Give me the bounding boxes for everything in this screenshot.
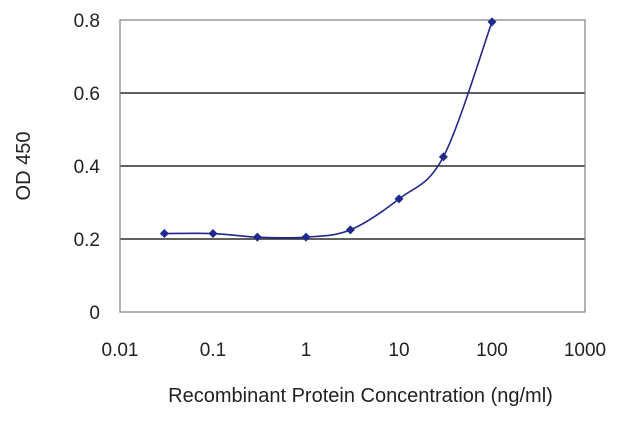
x-axis-title: Recombinant Protein Concentration (ng/ml…: [168, 385, 553, 407]
x-tick-label-4: 100: [476, 340, 508, 361]
data-point-5: [394, 194, 404, 204]
y-tick-label-1: 0.2: [74, 230, 100, 251]
x-tick-label-5: 1000: [564, 340, 606, 361]
data-point-6: [438, 152, 448, 162]
y-tick-label-4: 0.8: [74, 11, 100, 32]
data-point-0: [159, 229, 169, 239]
data-point-3: [301, 232, 311, 242]
data-point-4: [345, 225, 355, 235]
y-tick-label-0: 0: [89, 303, 100, 324]
plot-area-frame: [119, 19, 586, 313]
series-layer: [159, 17, 497, 242]
y-axis-title: OD 450: [13, 132, 35, 201]
y-tick-label-2: 0.4: [74, 157, 101, 178]
data-point-1: [208, 229, 218, 239]
gridlines: [120, 92, 585, 240]
series-line-0: [164, 21, 493, 239]
x-tick-label-3: 10: [388, 340, 409, 361]
x-tick-label-0: 0.01: [102, 340, 139, 361]
x-tick-label-1: 0.1: [200, 340, 226, 361]
data-point-7: [487, 17, 497, 27]
y-tick-label-3: 0.6: [74, 84, 100, 105]
x-tick-label-2: 1: [301, 340, 312, 361]
data-point-2: [252, 232, 262, 242]
y-axis-tick-labels: 0 0.2 0.4 0.6 0.8: [74, 11, 101, 324]
x-axis-tick-labels: 0.01 0.1 1 10 100 1000: [102, 340, 607, 361]
